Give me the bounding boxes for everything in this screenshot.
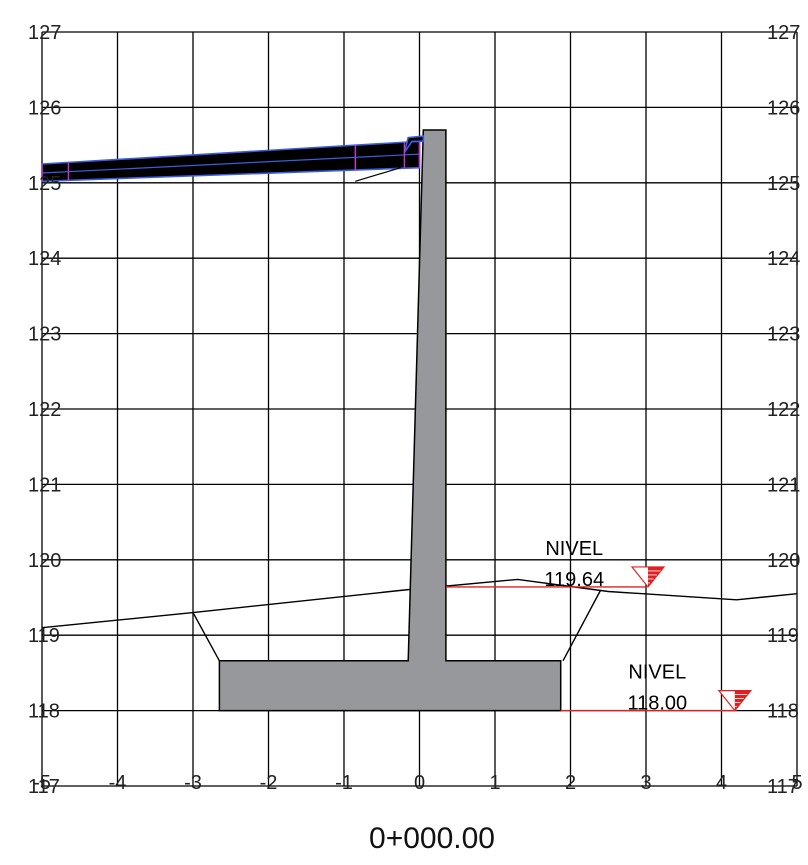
y-tick-label-left-10: 127 bbox=[28, 22, 61, 44]
y-tick-label-right-4: 121 bbox=[767, 474, 800, 496]
y-tick-label-left-4: 121 bbox=[28, 474, 61, 496]
road-curb bbox=[403, 135, 425, 154]
water-level-layer: NIVEL 119.64 NIVEL 118.00 bbox=[445, 538, 753, 715]
y-tick-label-left-7: 124 bbox=[28, 248, 61, 270]
x-tick-label-0: -5 bbox=[33, 772, 51, 794]
x-tick-label-4: -1 bbox=[335, 772, 353, 794]
y-tick-label-right-3: 120 bbox=[767, 550, 800, 572]
x-tick-label-9: 4 bbox=[716, 772, 727, 794]
y-tick-label-right-1: 118 bbox=[767, 701, 799, 723]
water-level-value-0: 119.64 bbox=[544, 569, 604, 591]
y-tick-label-right-8: 125 bbox=[767, 173, 800, 195]
y-tick-label-left-3: 120 bbox=[28, 550, 61, 572]
y-tick-label-right-6: 123 bbox=[767, 324, 800, 346]
y-tick-label-left-6: 123 bbox=[28, 324, 61, 346]
y-tick-label-right-2: 119 bbox=[767, 625, 799, 647]
x-tick-label-3: -2 bbox=[260, 772, 278, 794]
x-tick-label-10: 5 bbox=[791, 772, 802, 794]
retaining-wall bbox=[218, 129, 562, 712]
y-tick-label-right-9: 126 bbox=[767, 97, 800, 119]
station-label: 0+000.00 bbox=[369, 822, 495, 855]
road-slab bbox=[41, 140, 421, 183]
slab-support-line bbox=[355, 167, 401, 182]
x-tick-label-2: -3 bbox=[184, 772, 202, 794]
y-tick-label-left-1: 118 bbox=[28, 701, 60, 723]
structure-layer bbox=[41, 129, 562, 712]
y-tick-label-left-8: 125 bbox=[28, 173, 61, 195]
excavation-slope-1 bbox=[562, 589, 602, 662]
x-tick-label-7: 2 bbox=[565, 772, 576, 794]
excavation-slope-0 bbox=[192, 612, 221, 662]
y-tick-label-right-0: 117 bbox=[767, 776, 799, 798]
ground-layer bbox=[41, 578, 798, 662]
y-tick-label-right-7: 124 bbox=[767, 248, 800, 270]
x-tick-label-1: -4 bbox=[109, 772, 127, 794]
x-tick-label-8: 3 bbox=[640, 772, 651, 794]
y-tick-label-right-10: 127 bbox=[767, 22, 800, 44]
y-tick-label-right-5: 122 bbox=[767, 399, 800, 421]
road-slab-band bbox=[41, 153, 420, 174]
y-tick-label-left-5: 122 bbox=[28, 399, 61, 421]
y-tick-label-left-9: 126 bbox=[28, 97, 61, 119]
water-level-value-1: 118.00 bbox=[627, 693, 687, 715]
y-tick-label-left-2: 119 bbox=[28, 625, 60, 647]
water-level-marker-fill-1 bbox=[734, 690, 751, 711]
x-tick-label-5: 0 bbox=[414, 772, 425, 794]
x-tick-label-6: 1 bbox=[489, 772, 500, 794]
water-level-label-0: NIVEL bbox=[545, 538, 603, 560]
y-tick-label-left-0: 117 bbox=[28, 776, 60, 798]
water-level-label-1: NIVEL bbox=[628, 662, 686, 684]
water-level-marker-fill-0 bbox=[648, 566, 664, 587]
